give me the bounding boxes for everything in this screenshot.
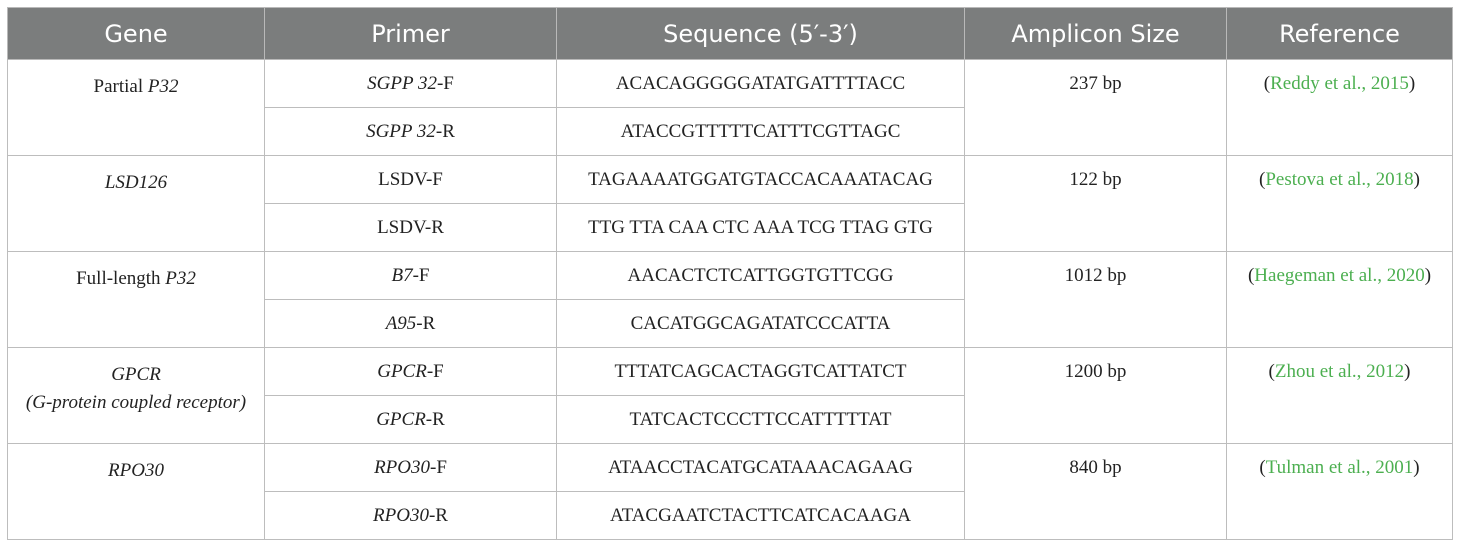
header-gene: Gene — [7, 7, 265, 60]
primer-name-suffix: -R — [435, 120, 455, 142]
primer-cell: LSDV-F — [264, 155, 557, 204]
primer-name-italic: B7 — [391, 264, 413, 286]
table-row: GPCR-R TATCACTCCCTTCCATTTTTAT — [8, 395, 1453, 444]
primer-name-suffix: -R — [425, 408, 445, 430]
reference-link[interactable]: Reddy et al., 2015 — [1270, 73, 1409, 94]
reference-open: ( — [1259, 457, 1266, 478]
primer-name-suffix: -R — [416, 312, 436, 334]
amplicon-cell: 237 bp — [964, 59, 1227, 156]
sequence-cell: ATACCGTTTTTCATTTCGTTAGC — [556, 107, 965, 156]
primer-name-italic: SGPP 32 — [367, 72, 437, 94]
reference-close: ) — [1408, 73, 1416, 94]
gene-cell: Partial P32 — [7, 59, 265, 156]
primer-name-italic: A95 — [385, 312, 417, 334]
gene-name-plain: Full-length — [76, 268, 166, 289]
reference-link[interactable]: Zhou et al., 2012 — [1274, 361, 1405, 382]
table-row: RPO30 RPO30-F ATAACCTACATGCATAAACAGAAG 8… — [7, 443, 1453, 540]
primer-table: Gene Primer Sequence (5′-3′) Amplicon Si… — [7, 7, 1453, 540]
gene-name-italic: GPCR — [111, 364, 161, 385]
gene-cell: Full-length P32 — [7, 251, 265, 348]
table-row: SGPP 32-R ATACCGTTTTTCATTTCGTTAGC — [8, 107, 1453, 156]
reference-open: ( — [1263, 73, 1271, 94]
sequence-cell: ACACAGGGGGATATGATTTTACC — [556, 59, 965, 108]
primer-cell: GPCR-F — [264, 347, 557, 396]
sequence-cell: AACACTCTCATTGGTGTTCGG — [556, 251, 965, 300]
gene-name-italic: P32 — [147, 76, 179, 97]
gene-cell: RPO30 — [7, 443, 265, 540]
primer-name-italic: RPO30 — [373, 504, 429, 526]
primer-name-suffix: -F — [412, 264, 430, 286]
gene-name-italic: P32 — [165, 268, 196, 289]
primer-cell: RPO30-R — [264, 491, 557, 540]
gene-name-italic: LSD126 — [104, 172, 168, 193]
gene-cell: LSD126 — [7, 155, 265, 252]
table-row: Partial P32 SGPP 32-F ACACAGGGGGATATGATT… — [7, 59, 1453, 156]
reference-cell: (Haegeman et al., 2020) — [1226, 251, 1453, 348]
reference-open: ( — [1268, 361, 1275, 382]
reference-link[interactable]: Tulman et al., 2001 — [1265, 457, 1414, 478]
primer-name-italic: SGPP 32 — [366, 120, 436, 142]
reference-link[interactable]: Haegeman et al., 2020 — [1254, 265, 1425, 286]
amplicon-cell: 122 bp — [964, 155, 1227, 252]
primer-name-suffix: -F — [426, 360, 444, 382]
sequence-cell: TTG TTA CAA CTC AAA TCG TTAG GTG — [556, 203, 965, 252]
sequence-cell: TTTATCAGCACTAGGTCATTATCT — [556, 347, 965, 396]
primer-cell: SGPP 32-R — [264, 107, 557, 156]
table-row: GPCR (G-protein coupled receptor) GPCR-F … — [7, 347, 1453, 444]
reference-cell: (Zhou et al., 2012) — [1226, 347, 1453, 444]
table-row: LSD126 LSDV-F TAGAAAATGGATGTACCACAAATACA… — [7, 155, 1453, 252]
primer-name-italic: RPO30 — [374, 456, 431, 478]
primer-cell: B7-F — [264, 251, 557, 300]
header-reference: Reference — [1226, 7, 1453, 60]
primer-cell: SGPP 32-F — [264, 59, 557, 108]
reference-link[interactable]: Pestova et al., 2018 — [1265, 169, 1414, 190]
reference-open: ( — [1259, 169, 1266, 190]
reference-cell: (Reddy et al., 2015) — [1226, 59, 1453, 156]
gene-cell: GPCR (G-protein coupled receptor) — [7, 347, 265, 444]
amplicon-cell: 1012 bp — [964, 251, 1227, 348]
primer-name-italic: GPCR — [376, 408, 426, 430]
primer-name-suffix: -R — [428, 504, 448, 526]
sequence-cell: CACATGGCAGATATCCCATTA — [556, 299, 965, 348]
sequence-cell: ATAACCTACATGCATAAACAGAAG — [556, 443, 965, 492]
primer-cell: GPCR-R — [264, 395, 557, 444]
reference-close: ) — [1424, 265, 1432, 286]
reference-close: ) — [1413, 457, 1420, 478]
amplicon-cell: 840 bp — [964, 443, 1227, 540]
reference-cell: (Tulman et al., 2001) — [1226, 443, 1453, 540]
sequence-cell: TAGAAAATGGATGTACCACAAATACAG — [556, 155, 965, 204]
primer-name-suffix: -F — [430, 456, 447, 478]
reference-close: ) — [1413, 169, 1420, 190]
table-row: A95-R CACATGGCAGATATCCCATTA — [8, 299, 1453, 348]
gene-name-italic: RPO30 — [108, 460, 164, 481]
reference-cell: (Pestova et al., 2018) — [1226, 155, 1453, 252]
sequence-cell: TATCACTCCCTTCCATTTTTAT — [556, 395, 965, 444]
primer-cell: RPO30-F — [264, 443, 557, 492]
primer-name-suffix: -F — [436, 72, 454, 94]
header-sequence: Sequence (5′-3′) — [556, 7, 965, 60]
header-primer: Primer — [264, 7, 557, 60]
amplicon-cell: 1200 bp — [964, 347, 1227, 444]
sequence-cell: ATACGAATCTACTTCATCACAAGA — [556, 491, 965, 540]
primer-name-italic: GPCR — [377, 360, 427, 382]
gene-name-plain: Partial — [93, 76, 148, 97]
table-row: Full-length P32 B7-F AACACTCTCATTGGTGTTC… — [7, 251, 1453, 348]
header-row: Gene Primer Sequence (5′-3′) Amplicon Si… — [7, 7, 1453, 60]
header-amplicon-size: Amplicon Size — [964, 7, 1227, 60]
table-row: RPO30-R ATACGAATCTACTTCATCACAAGA — [8, 491, 1453, 540]
reference-open: ( — [1247, 265, 1255, 286]
gene-name-italic-line2: (G-protein coupled receptor) — [25, 392, 247, 413]
table-row: LSDV-R TTG TTA CAA CTC AAA TCG TTAG GTG — [8, 203, 1453, 252]
primer-cell: A95-R — [264, 299, 557, 348]
primer-cell: LSDV-R — [264, 203, 557, 252]
reference-close: ) — [1404, 361, 1411, 382]
